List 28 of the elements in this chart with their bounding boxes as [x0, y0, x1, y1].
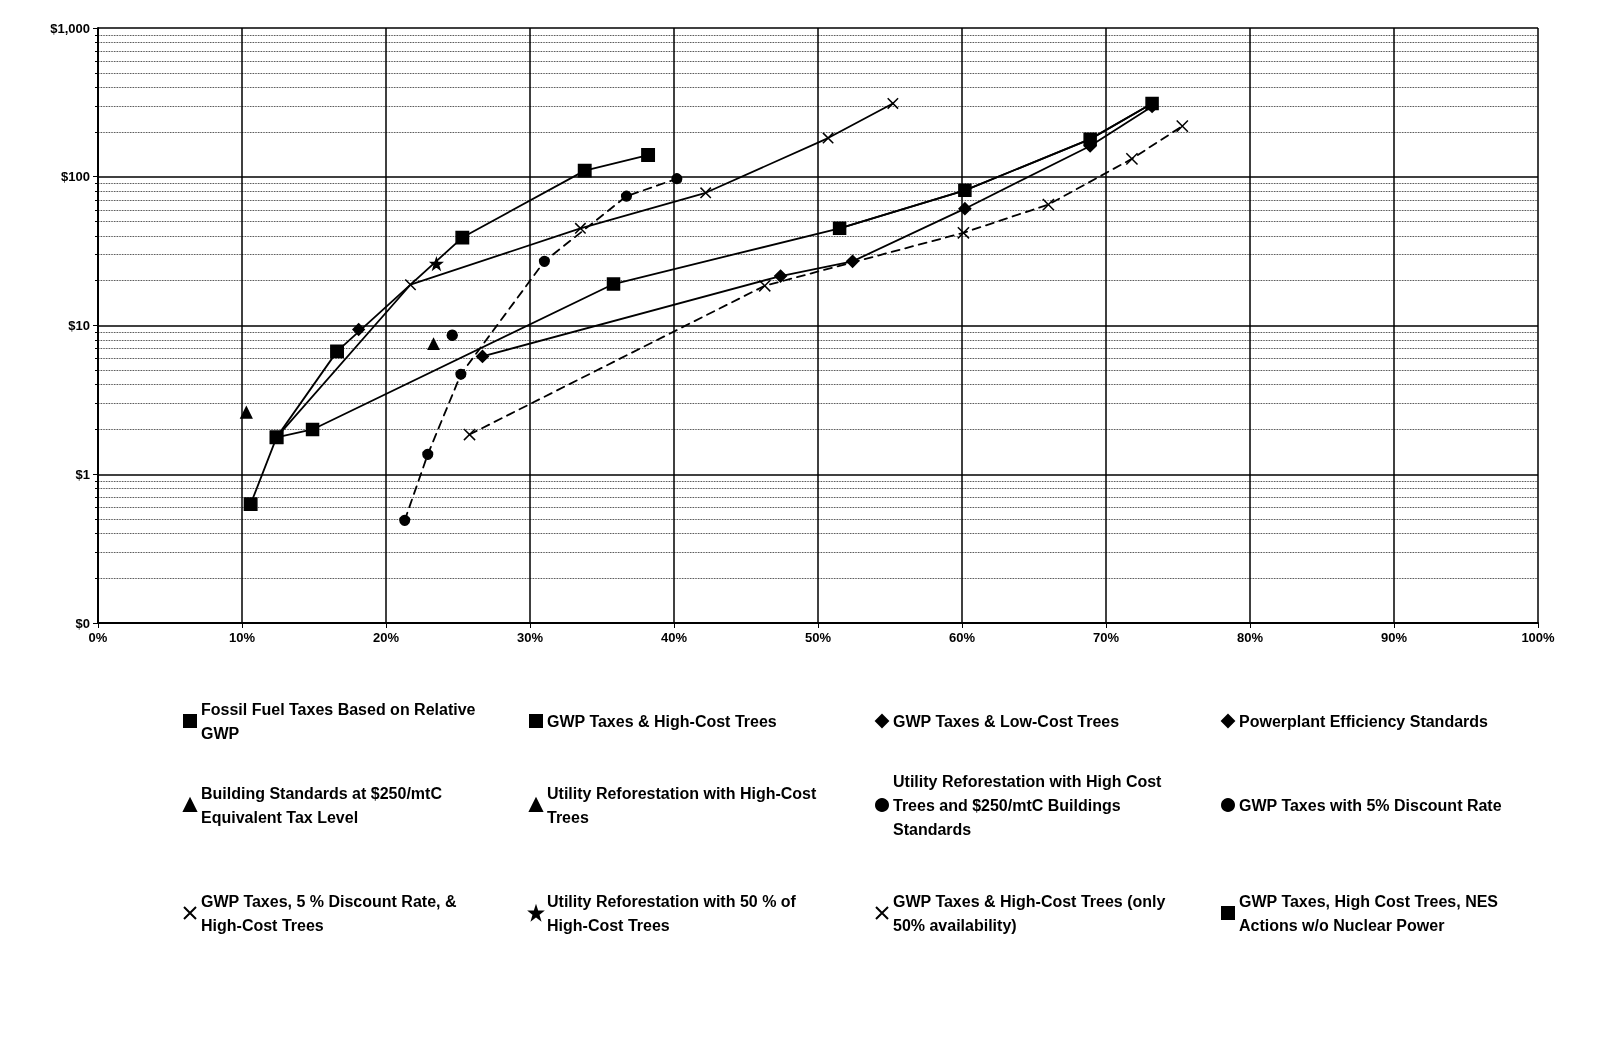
x-tick-label: 100% [1521, 630, 1556, 645]
legend-label: GWP Taxes & High-Cost Trees (only 50% availability) [893, 892, 1170, 934]
x-tick-label: 80% [1236, 630, 1264, 645]
x-tick-label: 10% [228, 630, 256, 645]
legend-label: Powerplant Efficiency Standards [1239, 712, 1489, 730]
x-tick-label: 20% [372, 630, 400, 645]
legend-label: GWP Taxes, 5 % Discount Rate, & High-Cost Trees [201, 892, 461, 934]
y-tick-label: $1,000 [50, 20, 90, 36]
x-tick-label: 0% [88, 630, 108, 645]
legend-label: Utility Reforestation with High Cost Trees and $250/mtC Buildings Standards [893, 772, 1166, 838]
x-tick-label: 70% [1092, 630, 1120, 645]
x-tick-label: 40% [660, 630, 688, 645]
legend-label: GWP Taxes & Low-Cost Trees [893, 712, 1120, 730]
y-tick-label: $100 [61, 169, 90, 185]
y-tick-label: $1 [75, 466, 90, 482]
legend-label: GWP Taxes & High-Cost Trees [547, 712, 777, 730]
legend-label: GWP Taxes with 5% Discount Rate [1239, 796, 1502, 814]
y-tick-label: $10 [68, 318, 90, 333]
x-tick-label: 50% [804, 630, 832, 645]
y-tick-label: $0 [75, 615, 90, 631]
x-tick-label: 30% [516, 630, 544, 645]
x-tick-label: 90% [1380, 630, 1408, 645]
legend-label: Building Standards at $250/mtC Equivalent Tax Level [201, 784, 451, 826]
legend-label: Utility Reforestation with High-Cost Trees [547, 784, 821, 826]
legend-label: GWP Taxes, High Cost Trees, NES Actions w/o Nuclear Power [1239, 892, 1503, 934]
x-tick-label: 60% [948, 630, 976, 645]
legend-label: Utility Reforestation with 50 % of High-Cost Trees [547, 892, 801, 934]
legend-label: Fossil Fuel Taxes Based on Relative GWP [201, 700, 480, 742]
